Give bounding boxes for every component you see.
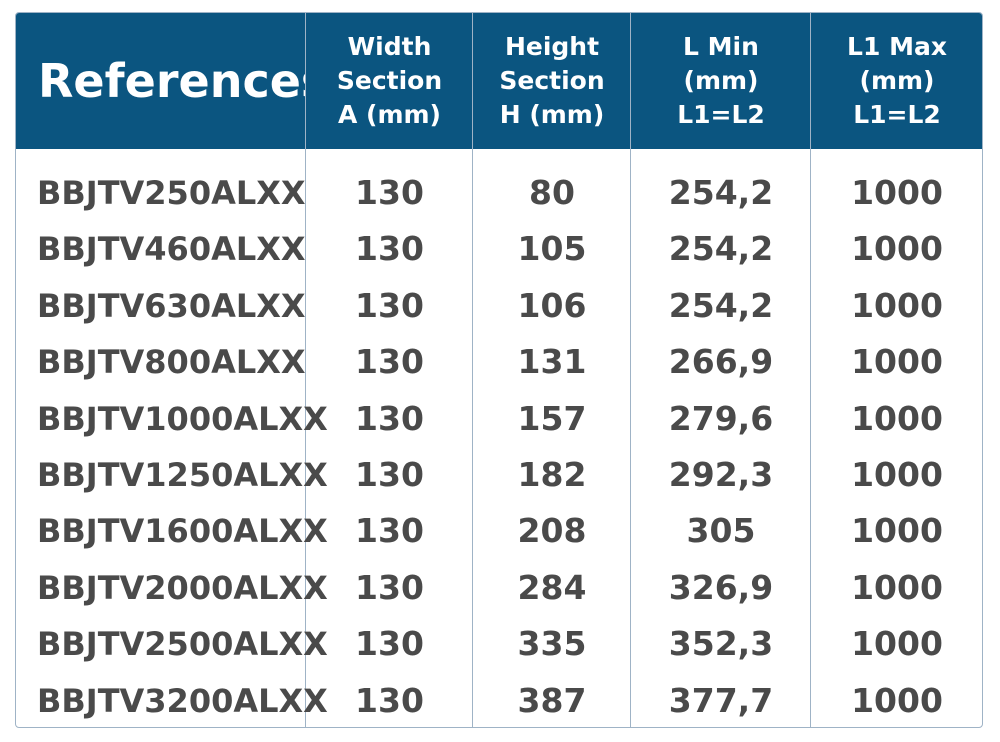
table-cell: 284 (517, 567, 587, 607)
header-cell: L Min (mm) L1=L2 (631, 13, 811, 149)
table-cell: 305 (686, 511, 756, 551)
table-cell: 387 (517, 680, 587, 720)
table-cell: 130 (355, 511, 424, 551)
table-cell: 1000 (851, 229, 943, 269)
header-text: L1=L2 (853, 100, 941, 129)
table-cell: 130 (355, 229, 424, 269)
table-cell: 352,3 (668, 624, 774, 664)
table-cell: 130 (355, 567, 424, 607)
column-divider (305, 13, 306, 727)
table-cell: 130 (355, 285, 424, 325)
table: References Width Section A (mm) Height Sectio… (15, 12, 983, 728)
header-text: Height (504, 32, 600, 61)
table-cell: 1000 (851, 680, 943, 720)
table-cell: 130 (355, 680, 424, 720)
header-cell: Height Section H (mm) (473, 13, 631, 149)
table-cell: 106 (517, 285, 587, 325)
table-cell: 1000 (851, 173, 943, 212)
table-cell: BBJTV630ALXX (37, 286, 306, 325)
table-cell: 1000 (851, 398, 943, 438)
table-cell: 208 (517, 511, 587, 551)
header-text: References (38, 54, 329, 108)
table-cell: 130 (355, 455, 424, 494)
header-text: Section (499, 66, 605, 95)
table-cell: 292,3 (668, 455, 774, 494)
header-text: L Min (683, 32, 759, 61)
header-text: L1 Max (847, 32, 947, 61)
table-cell: 254,2 (668, 173, 774, 212)
table-cell: BBJTV1250ALXX (37, 456, 328, 494)
table-cell: 254,2 (668, 285, 774, 325)
table-cell: 182 (517, 455, 587, 494)
table-cell: 335 (517, 624, 587, 664)
table-cell: 130 (355, 173, 424, 212)
column-divider (630, 13, 631, 727)
header-text: L1=L2 (677, 100, 765, 129)
table-cell: BBJTV1600ALXX (37, 512, 328, 551)
table-cell: 131 (517, 342, 587, 382)
table-cell: BBJTV250ALXX (37, 174, 306, 212)
table-cell: BBJTV800ALXX (37, 343, 306, 382)
table-cell: BBJTV3200ALXX (37, 681, 328, 720)
table-cell: 157 (517, 398, 587, 438)
header-text: (mm) (859, 66, 935, 95)
table-cell: 1000 (851, 624, 943, 664)
table-cell: 326,9 (668, 567, 774, 607)
table-cell: BBJTV460ALXX (37, 230, 306, 269)
header-text: Section (336, 66, 443, 95)
table-cell: BBJTV2000ALXX (37, 568, 328, 607)
table-cell: 254,2 (668, 229, 774, 269)
header-cell: Width Section A (mm) (306, 13, 473, 149)
column-divider (472, 13, 473, 727)
header-text: A (mm) (337, 100, 441, 129)
table-cell: 1000 (851, 511, 943, 551)
table-cell: 130 (355, 342, 424, 382)
header-cell: References (16, 13, 328, 149)
table-cell: BBJTV2500ALXX (37, 625, 328, 664)
header-text: H (mm) (499, 100, 605, 129)
header-cell: L1 Max (mm) L1=L2 (811, 13, 982, 149)
table-cell: 80 (529, 173, 575, 212)
table-cell: 130 (355, 398, 424, 438)
table-cell: 1000 (851, 455, 943, 494)
table-cell: 377,7 (668, 680, 774, 720)
column-divider (810, 13, 811, 727)
table-cell: BBJTV1000ALXX (37, 399, 328, 438)
table-cell: 279,6 (668, 398, 774, 438)
header-text: (mm) (683, 66, 759, 95)
header-text: Width (347, 32, 432, 61)
table-cell: 1000 (851, 342, 943, 382)
table-cell: 105 (517, 229, 587, 269)
table-cell: 1000 (851, 567, 943, 607)
table-cell: 1000 (851, 285, 943, 325)
table-cell: 130 (355, 624, 424, 664)
table-cell: 266,9 (668, 342, 774, 382)
